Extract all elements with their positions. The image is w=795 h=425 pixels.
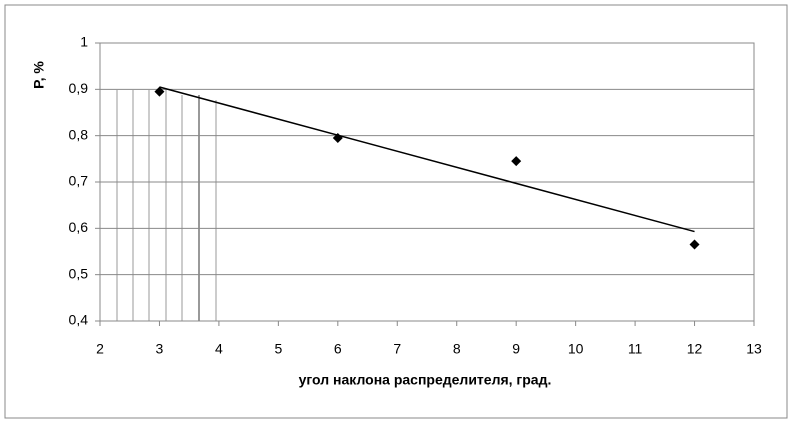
x-tick-label: 3 (156, 341, 164, 357)
y-tick-label: 1 (80, 34, 88, 50)
plot-frame (99, 42, 755, 322)
x-tick-label: 7 (393, 341, 401, 357)
chart-frame (4, 4, 788, 419)
data-point (511, 156, 522, 167)
x-tick-label: 2 (96, 341, 104, 357)
x-tick-label: 5 (274, 341, 282, 357)
x-tick-label: 13 (746, 341, 762, 357)
hatching (116, 90, 217, 321)
y-tick-label: 0,6 (69, 219, 89, 235)
x-tick-label: 6 (334, 341, 342, 357)
x-tick-label: 4 (215, 341, 223, 357)
data-point (332, 132, 343, 143)
y-tick-label: 0,4 (69, 312, 89, 328)
data-point (689, 239, 700, 250)
x-tick-label: 12 (687, 341, 703, 357)
x-tick-label: 11 (628, 341, 643, 357)
x-tick-label: 10 (568, 341, 584, 357)
x-axis-label: угол наклона распределителя, град. (299, 372, 552, 388)
y-tick-label: 0,8 (69, 126, 89, 142)
trendline (159, 86, 695, 233)
x-tick-label: 8 (453, 341, 461, 357)
y-axis-label: P, % (31, 61, 47, 89)
x-tick-label: 9 (512, 341, 520, 357)
y-tick-label: 0,7 (69, 173, 89, 189)
data-point (154, 86, 165, 97)
y-tick-label: 0,9 (69, 80, 89, 96)
y-tick-label: 0,5 (69, 265, 89, 281)
